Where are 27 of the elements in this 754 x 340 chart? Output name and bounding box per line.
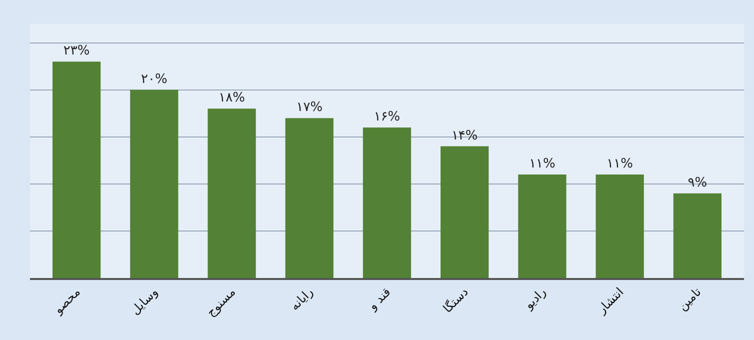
data-label: ۱۴% bbox=[451, 128, 478, 144]
bar bbox=[285, 118, 334, 278]
data-label: ۱۱% bbox=[529, 156, 556, 172]
bar bbox=[440, 146, 489, 278]
x-tick-label: تامین bbox=[675, 284, 704, 314]
x-tick-label: رادیو bbox=[520, 284, 549, 312]
x-tick-label: دستگا bbox=[440, 284, 471, 316]
bar bbox=[673, 193, 722, 278]
x-tick-label: وسایل bbox=[128, 284, 161, 318]
data-label: ۱۱% bbox=[606, 156, 633, 172]
data-label: ۲۳% bbox=[63, 44, 90, 59]
x-tick-label: انتشار bbox=[594, 284, 626, 318]
data-label: ۹% bbox=[688, 175, 708, 190]
bar bbox=[362, 127, 412, 278]
x-tick-label: مسنوج bbox=[204, 284, 238, 320]
data-label: ۱۷% bbox=[296, 100, 323, 116]
bar bbox=[52, 62, 101, 278]
x-tick-label: محصو bbox=[50, 284, 83, 318]
bar bbox=[208, 108, 256, 278]
bar bbox=[130, 90, 178, 278]
data-label: ۲۰% bbox=[141, 72, 168, 87]
bar bbox=[518, 174, 566, 278]
bar bbox=[596, 174, 644, 278]
data-label: ۱۸% bbox=[218, 90, 245, 106]
x-tick-label: رایانه bbox=[288, 284, 316, 314]
data-label: ۱۶% bbox=[374, 109, 400, 124]
x-tick-label: قند و bbox=[364, 284, 394, 314]
